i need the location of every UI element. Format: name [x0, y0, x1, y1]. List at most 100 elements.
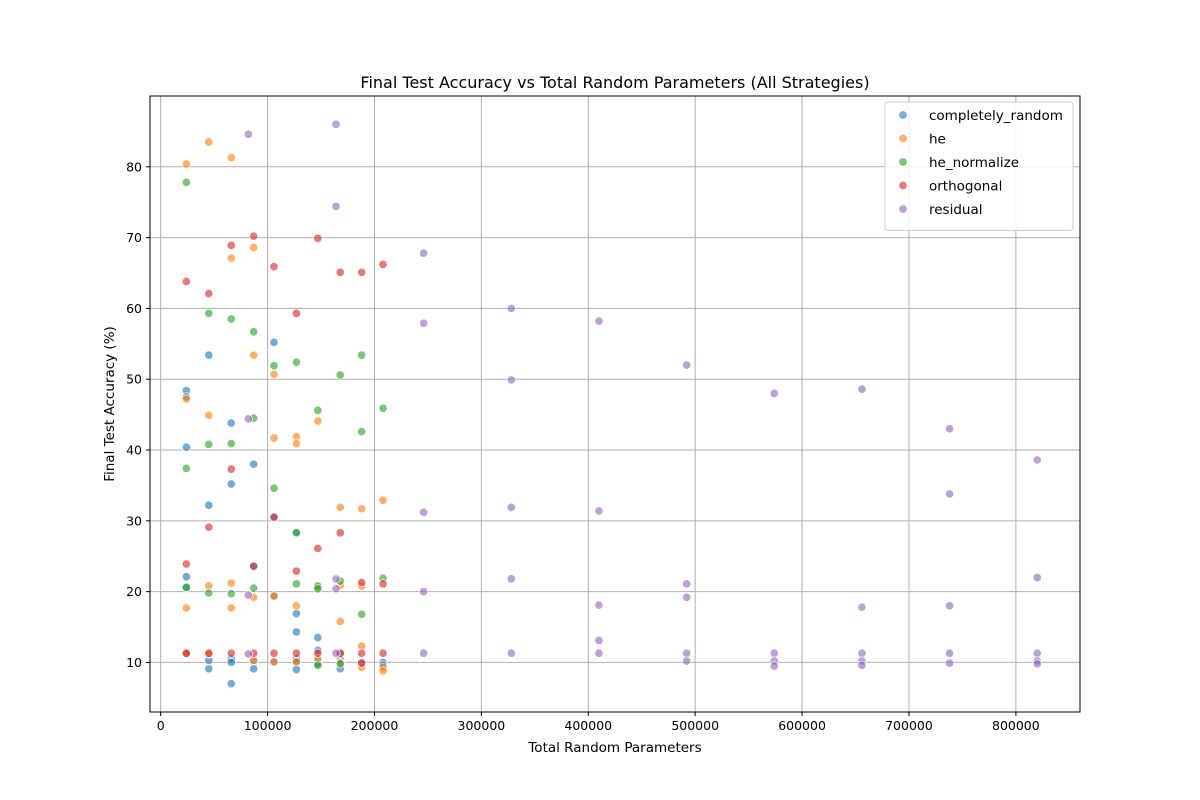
- data-point: [226, 418, 236, 428]
- data-point: [269, 512, 279, 522]
- data-point: [331, 648, 341, 658]
- y-tick-label: 80: [126, 159, 142, 174]
- data-point: [945, 658, 955, 668]
- data-point: [335, 502, 345, 512]
- data-point: [243, 590, 253, 600]
- data-point: [357, 609, 367, 619]
- x-tick-label: 200000: [351, 718, 399, 733]
- y-tick-label: 40: [126, 443, 142, 458]
- x-tick-label: 300000: [458, 718, 506, 733]
- data-point: [291, 627, 301, 637]
- data-point: [249, 327, 259, 337]
- data-point: [594, 316, 604, 326]
- y-tick-label: 50: [126, 372, 142, 387]
- data-point: [769, 648, 779, 658]
- legend-label: he_normalize: [929, 155, 1019, 171]
- data-point: [226, 153, 236, 163]
- data-point: [249, 459, 259, 469]
- data-points: [181, 119, 1042, 689]
- data-point: [682, 360, 692, 370]
- data-point: [269, 369, 279, 379]
- data-point: [682, 656, 692, 666]
- legend-marker: [898, 110, 908, 120]
- data-point: [331, 574, 341, 584]
- data-point: [335, 616, 345, 626]
- data-point: [506, 648, 516, 658]
- data-point: [357, 427, 367, 437]
- data-point: [378, 648, 388, 658]
- x-axis-label: Total Random Parameters: [527, 740, 701, 756]
- data-point: [181, 603, 191, 613]
- legend-marker: [898, 204, 908, 214]
- legend-label: orthogonal: [929, 179, 1002, 195]
- y-tick-label: 10: [126, 655, 142, 670]
- y-tick-label: 30: [126, 513, 142, 528]
- data-point: [181, 394, 191, 404]
- legend-label: residual: [929, 202, 983, 218]
- data-point: [243, 649, 253, 659]
- data-point: [357, 577, 367, 587]
- data-point: [335, 659, 345, 669]
- data-point: [291, 648, 301, 658]
- data-point: [331, 584, 341, 594]
- data-point: [269, 591, 279, 601]
- data-point: [1032, 659, 1042, 669]
- data-point: [945, 424, 955, 434]
- data-point: [269, 337, 279, 347]
- data-point: [243, 129, 253, 139]
- data-point: [506, 303, 516, 313]
- series-he-normalize: [181, 177, 388, 670]
- x-tick-label: 100000: [244, 718, 292, 733]
- data-point: [226, 314, 236, 324]
- data-point: [419, 248, 429, 258]
- data-point: [506, 574, 516, 584]
- data-point: [226, 464, 236, 474]
- data-point: [269, 657, 279, 667]
- data-point: [291, 657, 301, 667]
- data-point: [249, 242, 259, 253]
- data-point: [506, 375, 516, 385]
- data-point: [945, 648, 955, 658]
- data-point: [291, 308, 301, 318]
- data-point: [249, 231, 259, 241]
- data-point: [291, 609, 301, 619]
- data-point: [181, 559, 191, 569]
- data-point: [226, 578, 236, 588]
- data-point: [857, 602, 867, 612]
- data-point: [226, 589, 236, 599]
- data-point: [249, 561, 259, 571]
- data-point: [226, 679, 236, 689]
- data-point: [243, 414, 253, 424]
- x-tick-label: 0: [157, 718, 165, 733]
- data-point: [204, 350, 214, 360]
- data-point: [291, 566, 301, 576]
- plot-frame: [149, 95, 1081, 713]
- data-point: [769, 388, 779, 398]
- data-point: [313, 233, 323, 243]
- legend-label: he: [929, 132, 946, 148]
- data-point: [594, 648, 604, 658]
- data-point: [204, 500, 214, 510]
- data-point: [249, 664, 259, 674]
- y-axis-label: Final Test Accuracy (%): [102, 326, 118, 482]
- x-tick-label: 800000: [992, 718, 1040, 733]
- data-point: [357, 350, 367, 360]
- data-point: [204, 137, 214, 147]
- data-point: [594, 506, 604, 516]
- data-point: [594, 635, 604, 646]
- legend-marker: [898, 157, 908, 167]
- data-point: [857, 384, 867, 394]
- data-point: [226, 479, 236, 489]
- data-point: [291, 601, 301, 611]
- data-point: [204, 664, 214, 674]
- data-point: [331, 119, 341, 129]
- data-point: [204, 308, 214, 318]
- data-point: [378, 579, 388, 589]
- data-point: [313, 405, 323, 415]
- data-point: [857, 660, 867, 670]
- data-point: [226, 240, 236, 250]
- data-point: [204, 439, 214, 449]
- data-point: [357, 267, 367, 277]
- data-point: [945, 489, 955, 499]
